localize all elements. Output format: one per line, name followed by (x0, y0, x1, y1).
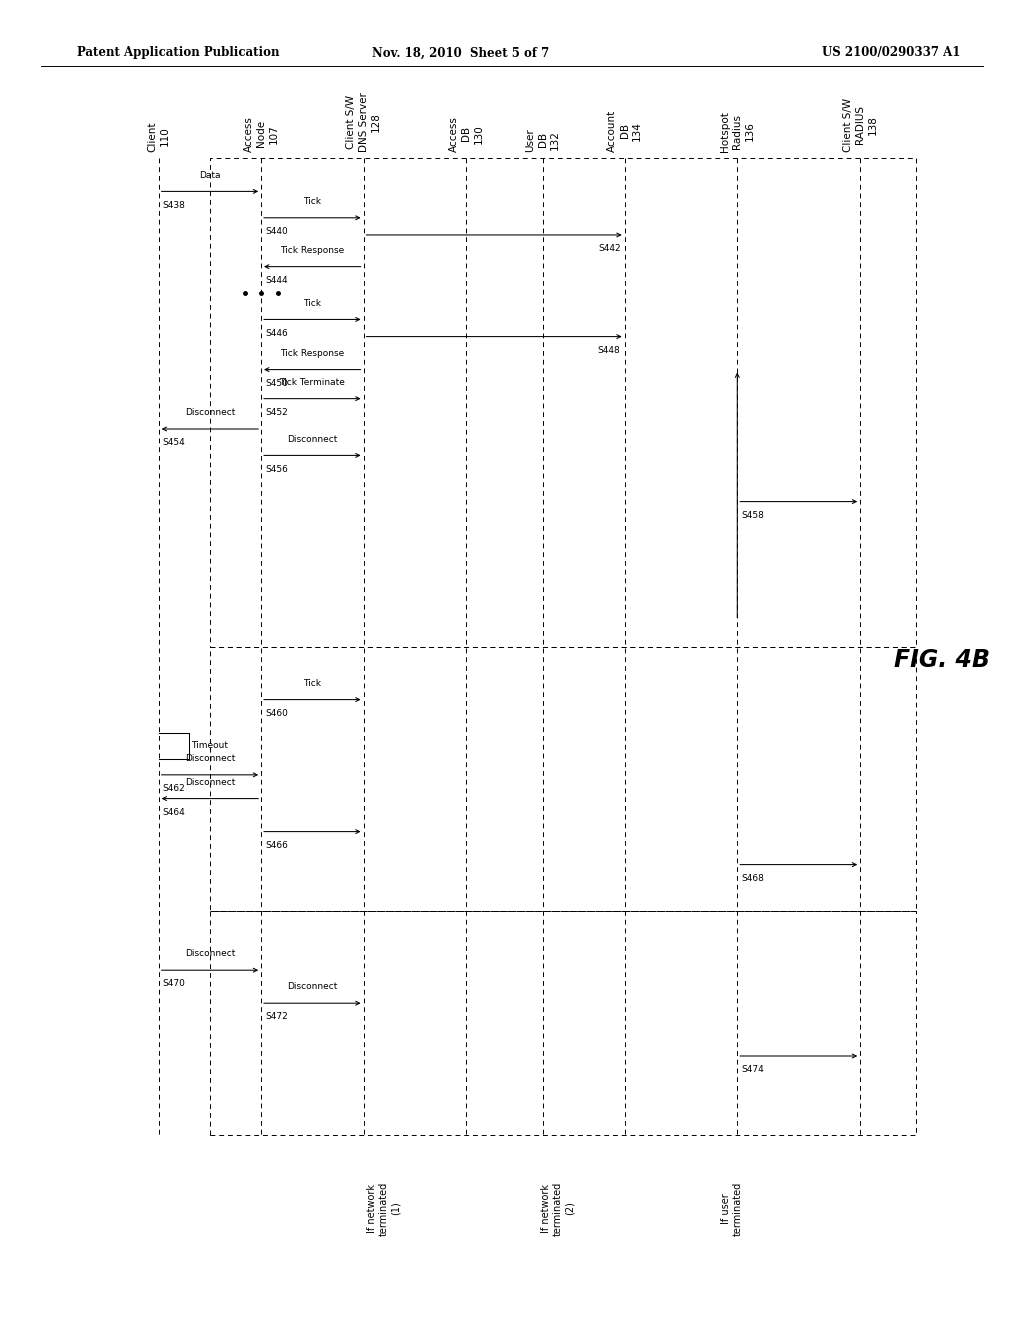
Text: Disconnect: Disconnect (287, 982, 338, 991)
Text: Tick: Tick (303, 678, 322, 688)
Text: Hotspot
Radius
136: Hotspot Radius 136 (720, 111, 755, 152)
Text: Timeout: Timeout (191, 742, 228, 750)
Text: S444: S444 (265, 276, 288, 285)
Text: Disconnect: Disconnect (184, 949, 236, 958)
Text: S466: S466 (265, 841, 288, 850)
Text: Disconnect: Disconnect (184, 408, 236, 417)
Text: S448: S448 (598, 346, 621, 355)
Text: User
DB
132: User DB 132 (525, 128, 560, 152)
Text: S464: S464 (163, 808, 185, 817)
Text: FIG. 4B: FIG. 4B (894, 648, 990, 672)
Text: S450: S450 (265, 379, 288, 388)
Text: Patent Application Publication: Patent Application Publication (77, 46, 280, 59)
Text: Tick: Tick (303, 197, 322, 206)
Text: S468: S468 (741, 874, 764, 883)
Text: Disconnect: Disconnect (287, 434, 338, 444)
Text: Tick Response: Tick Response (281, 348, 344, 358)
Text: S454: S454 (163, 438, 185, 447)
Text: Disconnect: Disconnect (184, 754, 236, 763)
Text: Tick Response: Tick Response (281, 246, 344, 255)
Text: S438: S438 (163, 201, 185, 210)
Text: S458: S458 (741, 511, 764, 520)
Text: Client S/W
RADIUS
138: Client S/W RADIUS 138 (843, 98, 878, 152)
Text: S442: S442 (598, 244, 621, 253)
Text: S474: S474 (741, 1065, 764, 1074)
Text: S456: S456 (265, 465, 288, 474)
Text: S460: S460 (265, 709, 288, 718)
Text: If network
terminated
(1): If network terminated (1) (368, 1181, 400, 1236)
Text: S462: S462 (163, 784, 185, 793)
Text: US 2100/0290337 A1: US 2100/0290337 A1 (821, 46, 961, 59)
Text: Client
110: Client 110 (147, 121, 170, 152)
Text: S440: S440 (265, 227, 288, 236)
Text: Client S/W
DNS Server
128: Client S/W DNS Server 128 (346, 92, 381, 152)
Text: S472: S472 (265, 1012, 288, 1022)
Text: S470: S470 (163, 979, 185, 989)
Text: Disconnect: Disconnect (184, 777, 236, 787)
Text: If network
terminated
(2): If network terminated (2) (542, 1181, 574, 1236)
Text: Tick Terminate: Tick Terminate (280, 378, 345, 387)
Text: S446: S446 (265, 329, 288, 338)
Text: Tick: Tick (303, 298, 322, 308)
Text: Access
DB
130: Access DB 130 (449, 116, 483, 152)
Text: Access
Node
107: Access Node 107 (244, 116, 279, 152)
Text: S452: S452 (265, 408, 288, 417)
Text: Nov. 18, 2010  Sheet 5 of 7: Nov. 18, 2010 Sheet 5 of 7 (372, 46, 550, 59)
Text: Account
DB
134: Account DB 134 (607, 110, 642, 152)
Text: If user
terminated: If user terminated (721, 1181, 743, 1236)
Text: Data: Data (200, 170, 220, 180)
